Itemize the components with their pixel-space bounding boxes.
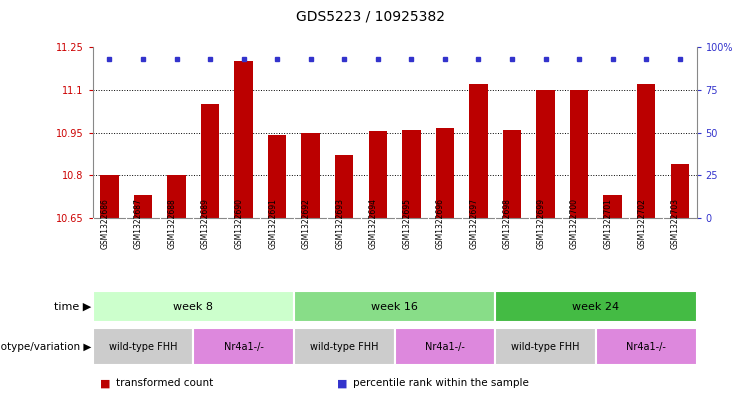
Text: GSM1322699: GSM1322699 xyxy=(536,198,545,249)
Text: GSM1322693: GSM1322693 xyxy=(335,198,345,249)
Bar xyxy=(637,84,656,218)
Bar xyxy=(495,290,697,322)
Text: time ▶: time ▶ xyxy=(54,301,91,312)
Text: GSM1322694: GSM1322694 xyxy=(369,198,378,249)
Bar xyxy=(100,175,119,218)
Bar xyxy=(93,328,193,365)
Text: wild-type FHH: wild-type FHH xyxy=(511,342,579,352)
Text: GSM1322703: GSM1322703 xyxy=(671,198,679,249)
Text: GSM1322690: GSM1322690 xyxy=(235,198,244,249)
Bar xyxy=(133,195,152,218)
Text: GSM1322698: GSM1322698 xyxy=(503,198,512,249)
Bar xyxy=(436,129,454,218)
Text: GSM1322701: GSM1322701 xyxy=(604,198,613,249)
Text: GSM1322687: GSM1322687 xyxy=(134,198,143,249)
Text: GSM1322697: GSM1322697 xyxy=(470,198,479,249)
Text: wild-type FHH: wild-type FHH xyxy=(109,342,177,352)
Bar xyxy=(495,328,596,365)
Bar xyxy=(234,61,253,218)
Bar xyxy=(671,164,689,218)
Text: GSM1322691: GSM1322691 xyxy=(268,198,277,249)
Text: percentile rank within the sample: percentile rank within the sample xyxy=(353,378,529,388)
Text: GSM1322696: GSM1322696 xyxy=(436,198,445,249)
Text: Nr4a1-/-: Nr4a1-/- xyxy=(626,342,666,352)
Text: Nr4a1-/-: Nr4a1-/- xyxy=(425,342,465,352)
Text: transformed count: transformed count xyxy=(116,378,213,388)
Bar xyxy=(570,90,588,218)
Bar xyxy=(503,130,521,218)
Text: GSM1322689: GSM1322689 xyxy=(201,198,210,249)
Text: genotype/variation ▶: genotype/variation ▶ xyxy=(0,342,91,352)
Text: GSM1322692: GSM1322692 xyxy=(302,198,310,249)
Text: week 16: week 16 xyxy=(371,301,418,312)
Bar xyxy=(193,328,294,365)
Text: week 8: week 8 xyxy=(173,301,213,312)
Text: GSM1322695: GSM1322695 xyxy=(402,198,411,249)
Bar xyxy=(335,156,353,218)
Bar xyxy=(268,136,286,218)
Bar xyxy=(469,84,488,218)
Bar xyxy=(294,290,495,322)
Bar xyxy=(167,175,186,218)
Text: GSM1322702: GSM1322702 xyxy=(637,198,646,249)
Bar xyxy=(603,195,622,218)
Bar xyxy=(596,328,697,365)
Bar xyxy=(394,328,495,365)
Text: GSM1322686: GSM1322686 xyxy=(100,198,110,249)
Text: week 24: week 24 xyxy=(572,301,619,312)
Text: GSM1322688: GSM1322688 xyxy=(167,198,176,249)
Text: Nr4a1-/-: Nr4a1-/- xyxy=(224,342,264,352)
Text: ■: ■ xyxy=(337,378,348,388)
Bar xyxy=(294,328,394,365)
Text: GDS5223 / 10925382: GDS5223 / 10925382 xyxy=(296,10,445,24)
Bar xyxy=(536,90,555,218)
Bar xyxy=(302,133,320,218)
Text: ■: ■ xyxy=(100,378,110,388)
Bar xyxy=(93,290,294,322)
Bar xyxy=(368,131,387,218)
Bar xyxy=(402,130,421,218)
Bar xyxy=(201,104,219,218)
Text: GSM1322700: GSM1322700 xyxy=(570,198,579,249)
Text: wild-type FHH: wild-type FHH xyxy=(310,342,379,352)
